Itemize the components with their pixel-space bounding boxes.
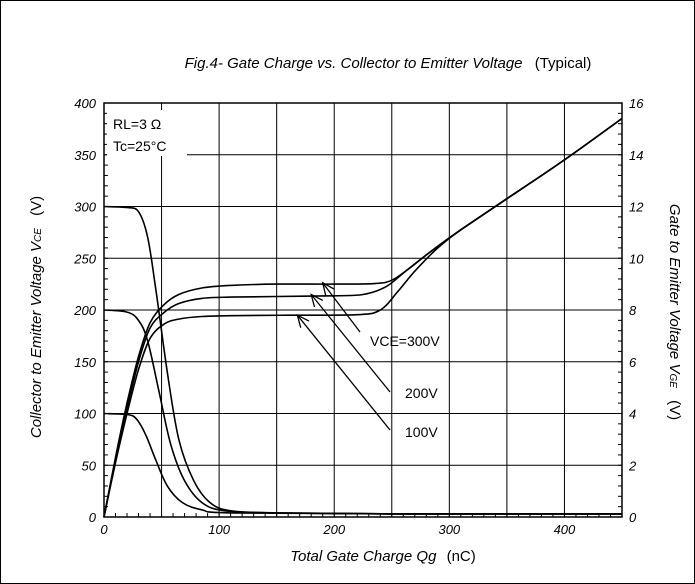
vge-curve <box>103 117 623 518</box>
arrows <box>296 281 391 431</box>
axis-ticks: 0 100 200 300 400 0 50 100 150 200 250 300 350 400 0 2 4… <box>73 96 644 537</box>
arrow-head <box>310 293 324 308</box>
y-left-tick-label: 400 <box>74 96 96 111</box>
x-tick-label: 400 <box>554 522 576 537</box>
arrow-head <box>296 313 310 328</box>
y-right-axis-label: Gate to Emitter Voltage VGE (V) <box>666 204 683 420</box>
chart-title-suffix: (Typical) <box>535 55 592 72</box>
arrow-head <box>321 281 335 296</box>
y-left-axis-label: Collector to Emitter Voltage VCE (V) <box>28 196 45 438</box>
vce-curve <box>103 205 623 515</box>
y-right-tick-label: 4 <box>629 407 636 422</box>
y-right-tick-label: 10 <box>629 251 644 266</box>
y-right-tick-label: 8 <box>629 303 637 318</box>
y-left-tick-label: 0 <box>89 510 97 525</box>
y-left-tick-label: 300 <box>74 200 96 215</box>
vge-curve <box>103 117 623 518</box>
condition-rl: RL=3 Ω <box>113 116 161 132</box>
plot-grid <box>103 102 623 518</box>
x-tick-label: 200 <box>322 522 345 537</box>
y-left-tick-label: 100 <box>74 407 96 422</box>
arrow-shaft <box>296 314 391 431</box>
y-left-tick-label: 250 <box>73 251 96 266</box>
y-right-tick-label: 14 <box>629 148 643 163</box>
label-100v: 100V <box>405 424 438 440</box>
chart-title: Fig.4- Gate Charge vs. Collector to Emit… <box>185 55 592 72</box>
arrow-shaft <box>322 282 361 333</box>
x-axis-label: Total Gate Charge Qg (nC) <box>290 548 476 565</box>
y-left-tick-label: 150 <box>74 355 96 370</box>
y-left-tick-label: 350 <box>74 148 96 163</box>
arrow-shaft <box>310 294 391 393</box>
conditions-box <box>107 110 187 156</box>
chart-title-main: Fig.4- Gate Charge vs. Collector to Emit… <box>185 55 523 72</box>
y-left-tick-label: 200 <box>73 303 96 318</box>
y-left-tick-label: 50 <box>82 458 97 473</box>
y-right-tick-label: 12 <box>629 200 644 215</box>
curves <box>103 117 623 518</box>
x-tick-label: 100 <box>208 522 230 537</box>
vce-curve <box>103 309 623 515</box>
label-vce-300v: VCE=300V <box>370 333 440 349</box>
y-right-tick-label: 16 <box>629 96 644 111</box>
label-200v: 200V <box>405 385 438 401</box>
x-tick-label: 0 <box>100 522 108 537</box>
y-right-tick-label: 0 <box>629 510 637 525</box>
condition-tc: Tc=25°C <box>113 138 166 154</box>
vge-curve <box>103 117 623 518</box>
x-tick-label: 300 <box>438 522 460 537</box>
y-right-tick-label: 6 <box>629 355 637 370</box>
y-right-tick-label: 2 <box>628 458 637 473</box>
vce-curve <box>103 412 623 515</box>
